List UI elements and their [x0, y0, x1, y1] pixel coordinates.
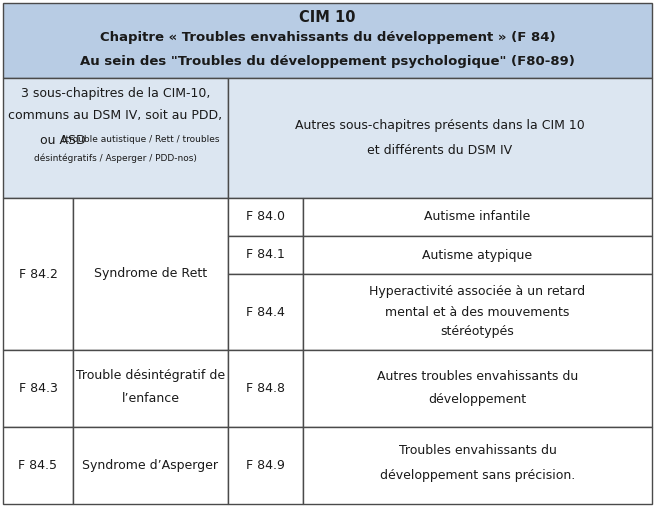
Text: 3 sous-chapitres de la CIM-10,: 3 sous-chapitres de la CIM-10, — [21, 88, 210, 100]
Text: Syndrome de Rett: Syndrome de Rett — [94, 268, 207, 280]
Text: Troubles envahissants du: Troubles envahissants du — [398, 445, 557, 457]
Text: développement: développement — [428, 393, 527, 407]
Bar — [228, 274, 303, 350]
Bar — [303, 236, 652, 274]
Bar — [228, 198, 303, 236]
Bar — [73, 427, 228, 504]
Text: F 84.2: F 84.2 — [18, 268, 58, 280]
Bar — [3, 78, 228, 198]
Text: Syndrome d’Asperger: Syndrome d’Asperger — [83, 459, 219, 472]
Text: communs au DSM IV, soit au PDD,: communs au DSM IV, soit au PDD, — [9, 110, 223, 123]
Text: et différents du DSM IV: et différents du DSM IV — [367, 143, 513, 157]
Text: Hyperactivité associée à un retard: Hyperactivité associée à un retard — [369, 285, 586, 299]
Text: désintégratifs / Asperger / PDD-nos): désintégratifs / Asperger / PDD-nos) — [34, 153, 197, 163]
Bar — [303, 350, 652, 427]
Text: mental et à des mouvements: mental et à des mouvements — [385, 306, 570, 318]
Text: Autres sous-chapitres présents dans la CIM 10: Autres sous-chapitres présents dans la C… — [295, 120, 585, 132]
Text: F 84.8: F 84.8 — [246, 382, 285, 395]
Bar — [73, 350, 228, 427]
Bar — [228, 236, 303, 274]
Text: Chapitre « Troubles envahissants du développement » (F 84): Chapitre « Troubles envahissants du déve… — [100, 31, 555, 45]
Text: (trouble autistique / Rett / troubles: (trouble autistique / Rett / troubles — [62, 135, 219, 144]
Bar — [73, 198, 228, 350]
Bar — [3, 350, 73, 427]
Text: F 84.1: F 84.1 — [246, 248, 285, 262]
Text: stéréotypés: stéréotypés — [441, 325, 514, 339]
Text: Trouble désintégratif de: Trouble désintégratif de — [76, 370, 225, 382]
Text: développement sans précision.: développement sans précision. — [380, 468, 575, 482]
Bar — [3, 198, 73, 350]
Text: l’enfance: l’enfance — [121, 391, 179, 405]
Bar — [228, 427, 303, 504]
Bar — [303, 198, 652, 236]
Bar — [228, 350, 303, 427]
Text: CIM 10: CIM 10 — [299, 10, 356, 24]
Text: Autisme atypique: Autisme atypique — [422, 248, 533, 262]
Text: F 84.9: F 84.9 — [246, 459, 285, 472]
Bar — [3, 3, 652, 78]
Text: Autisme infantile: Autisme infantile — [424, 210, 531, 224]
Text: F 84.5: F 84.5 — [18, 459, 58, 472]
Text: Autres troubles envahissants du: Autres troubles envahissants du — [377, 370, 578, 382]
Text: ou ASD: ou ASD — [40, 133, 86, 147]
Bar — [3, 427, 73, 504]
Text: F 84.0: F 84.0 — [246, 210, 285, 224]
Bar — [303, 274, 652, 350]
Bar — [303, 427, 652, 504]
Text: F 84.3: F 84.3 — [18, 382, 58, 395]
Text: F 84.4: F 84.4 — [246, 306, 285, 318]
Bar — [228, 78, 652, 198]
Text: Au sein des "Troubles du développement psychologique" (F80-89): Au sein des "Troubles du développement p… — [80, 54, 575, 67]
